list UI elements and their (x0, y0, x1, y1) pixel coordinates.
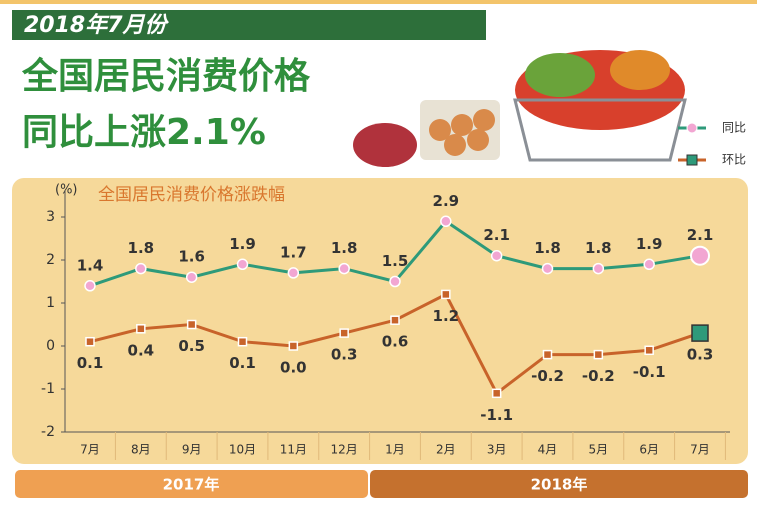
headline: 全国居民消费价格 (21, 55, 311, 97)
point (490, 249, 503, 262)
data-label: 2.1 (687, 226, 714, 244)
data-label: -1.1 (480, 406, 513, 424)
point (389, 275, 401, 288)
illustration (353, 50, 687, 167)
data-label: 1.7 (280, 243, 307, 261)
y-tick-label: -1 (41, 381, 55, 397)
point (644, 345, 654, 356)
legend-marker (686, 154, 698, 166)
point (288, 341, 299, 351)
y-tick-label: 1 (46, 295, 55, 311)
x-tick-label: 10月 (229, 443, 256, 457)
data-label: -0.1 (633, 363, 666, 381)
legend-marker (686, 122, 698, 134)
point (135, 262, 147, 275)
banner-text: 2018年7月份 (24, 12, 170, 38)
data-label: 1.4 (77, 256, 104, 274)
x-tick-label: 6月 (639, 443, 659, 457)
x-tick-label: 4月 (538, 443, 558, 457)
legend-label: 同比 (722, 121, 746, 135)
x-tick-label: 7月 (80, 443, 100, 457)
point (441, 289, 451, 300)
year-label: 2018年 (531, 476, 588, 494)
point (592, 262, 605, 275)
data-label: 0.4 (128, 341, 155, 359)
x-tick-label: 1月 (385, 443, 405, 457)
point (390, 315, 400, 325)
data-label: 1.8 (331, 239, 358, 257)
data-label: 0.3 (687, 346, 714, 364)
x-tick-label: 11月 (280, 443, 307, 457)
x-tick-label: 3月 (487, 443, 507, 457)
point (186, 319, 197, 330)
x-tick-label: 9月 (182, 443, 202, 457)
x-tick-label: 7月 (690, 443, 710, 457)
data-label: 1.8 (585, 239, 612, 257)
data-label: 1.9 (229, 235, 256, 253)
data-label: 0.3 (331, 346, 358, 364)
chart-title: 全国居民消费价格涨跌幅 (98, 185, 285, 205)
data-label: 0.6 (382, 333, 409, 351)
point (691, 324, 709, 342)
point (542, 349, 553, 360)
point (136, 324, 146, 334)
point (690, 245, 710, 266)
y-tick-label: 0 (46, 338, 55, 354)
data-label: 1.2 (433, 307, 460, 325)
data-label: 0.1 (77, 354, 104, 372)
chart-panel (12, 178, 748, 464)
data-label: -0.2 (531, 367, 564, 385)
point (84, 280, 96, 292)
banner (12, 10, 486, 40)
point (491, 388, 502, 399)
x-tick-label: 8月 (131, 443, 151, 457)
point (440, 215, 452, 228)
year-bar (15, 470, 368, 498)
data-label: 0.5 (178, 337, 205, 355)
data-label: 0.1 (229, 354, 256, 372)
x-tick-label: 5月 (589, 443, 609, 457)
point (185, 271, 198, 283)
y-tick-label: 2 (46, 252, 55, 268)
point (237, 336, 248, 347)
headline: 同比上涨2.1% (22, 112, 266, 153)
data-label: 1.5 (382, 252, 409, 270)
data-label: 0.0 (280, 359, 307, 377)
data-label: 1.6 (178, 248, 205, 266)
data-label: 1.9 (636, 235, 663, 253)
data-label: -0.2 (582, 367, 615, 385)
point (339, 328, 349, 338)
point (287, 267, 300, 279)
data-label: 2.9 (433, 192, 460, 210)
point (338, 262, 350, 275)
legend-label: 环比 (722, 153, 746, 167)
data-label: 1.8 (534, 239, 561, 257)
point (541, 262, 554, 275)
point (643, 258, 655, 271)
data-label: 2.1 (483, 226, 510, 244)
data-label: 1.8 (128, 239, 155, 257)
point (85, 336, 95, 347)
point (236, 258, 249, 271)
y-tick-label: 3 (46, 209, 55, 225)
y-tick-label: -2 (41, 424, 55, 440)
year-bar (370, 470, 748, 498)
year-label: 2017年 (163, 476, 220, 494)
top-strip (0, 0, 757, 4)
x-tick-label: 2月 (436, 443, 456, 457)
x-tick-label: 12月 (331, 443, 358, 457)
point (593, 349, 604, 360)
y-unit: (%) (55, 183, 78, 198)
